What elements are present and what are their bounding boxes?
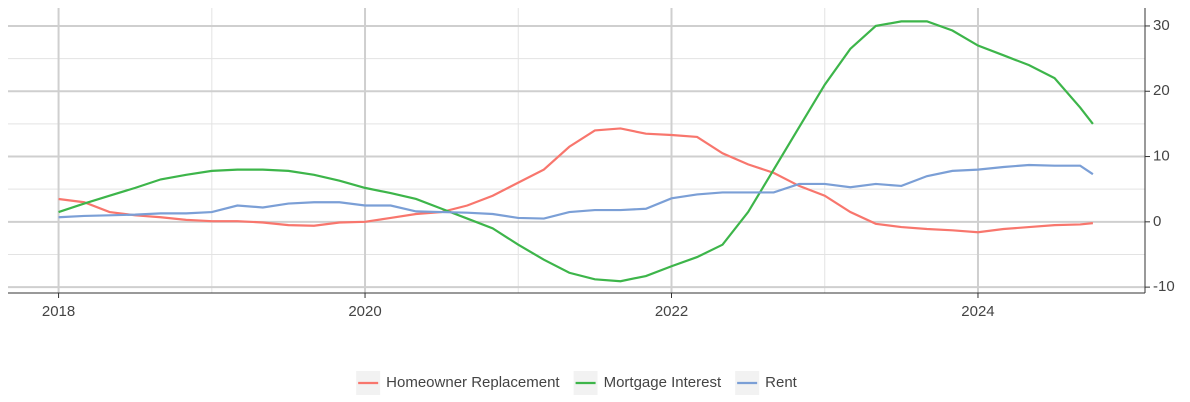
y-tick-label: 20 (1153, 82, 1170, 99)
series-line (58, 127, 1094, 234)
legend-item: Rent (735, 371, 798, 395)
y-tick-label: 0 (1153, 213, 1161, 230)
x-tick-label: 2020 (348, 303, 381, 320)
series-line (58, 163, 1094, 220)
series-line (58, 20, 1094, 283)
x-tick-label: 2022 (655, 303, 688, 320)
legend-label: Rent (765, 374, 798, 391)
x-tick-label: 2024 (961, 303, 994, 320)
y-tick-label: -10 (1153, 278, 1175, 295)
legend-label: Homeowner Replacement (386, 374, 560, 391)
legend: Homeowner Replacement Mortgage Interest Re… (356, 371, 798, 395)
legend-label: Mortgage Interest (604, 374, 722, 391)
x-tick-label: 2018 (42, 303, 75, 320)
y-tick-label: 30 (1153, 17, 1170, 34)
legend-item: Homeowner Replacement (356, 371, 560, 395)
legend-item: Mortgage Interest (573, 371, 722, 395)
y-tick-label: 10 (1153, 148, 1170, 165)
